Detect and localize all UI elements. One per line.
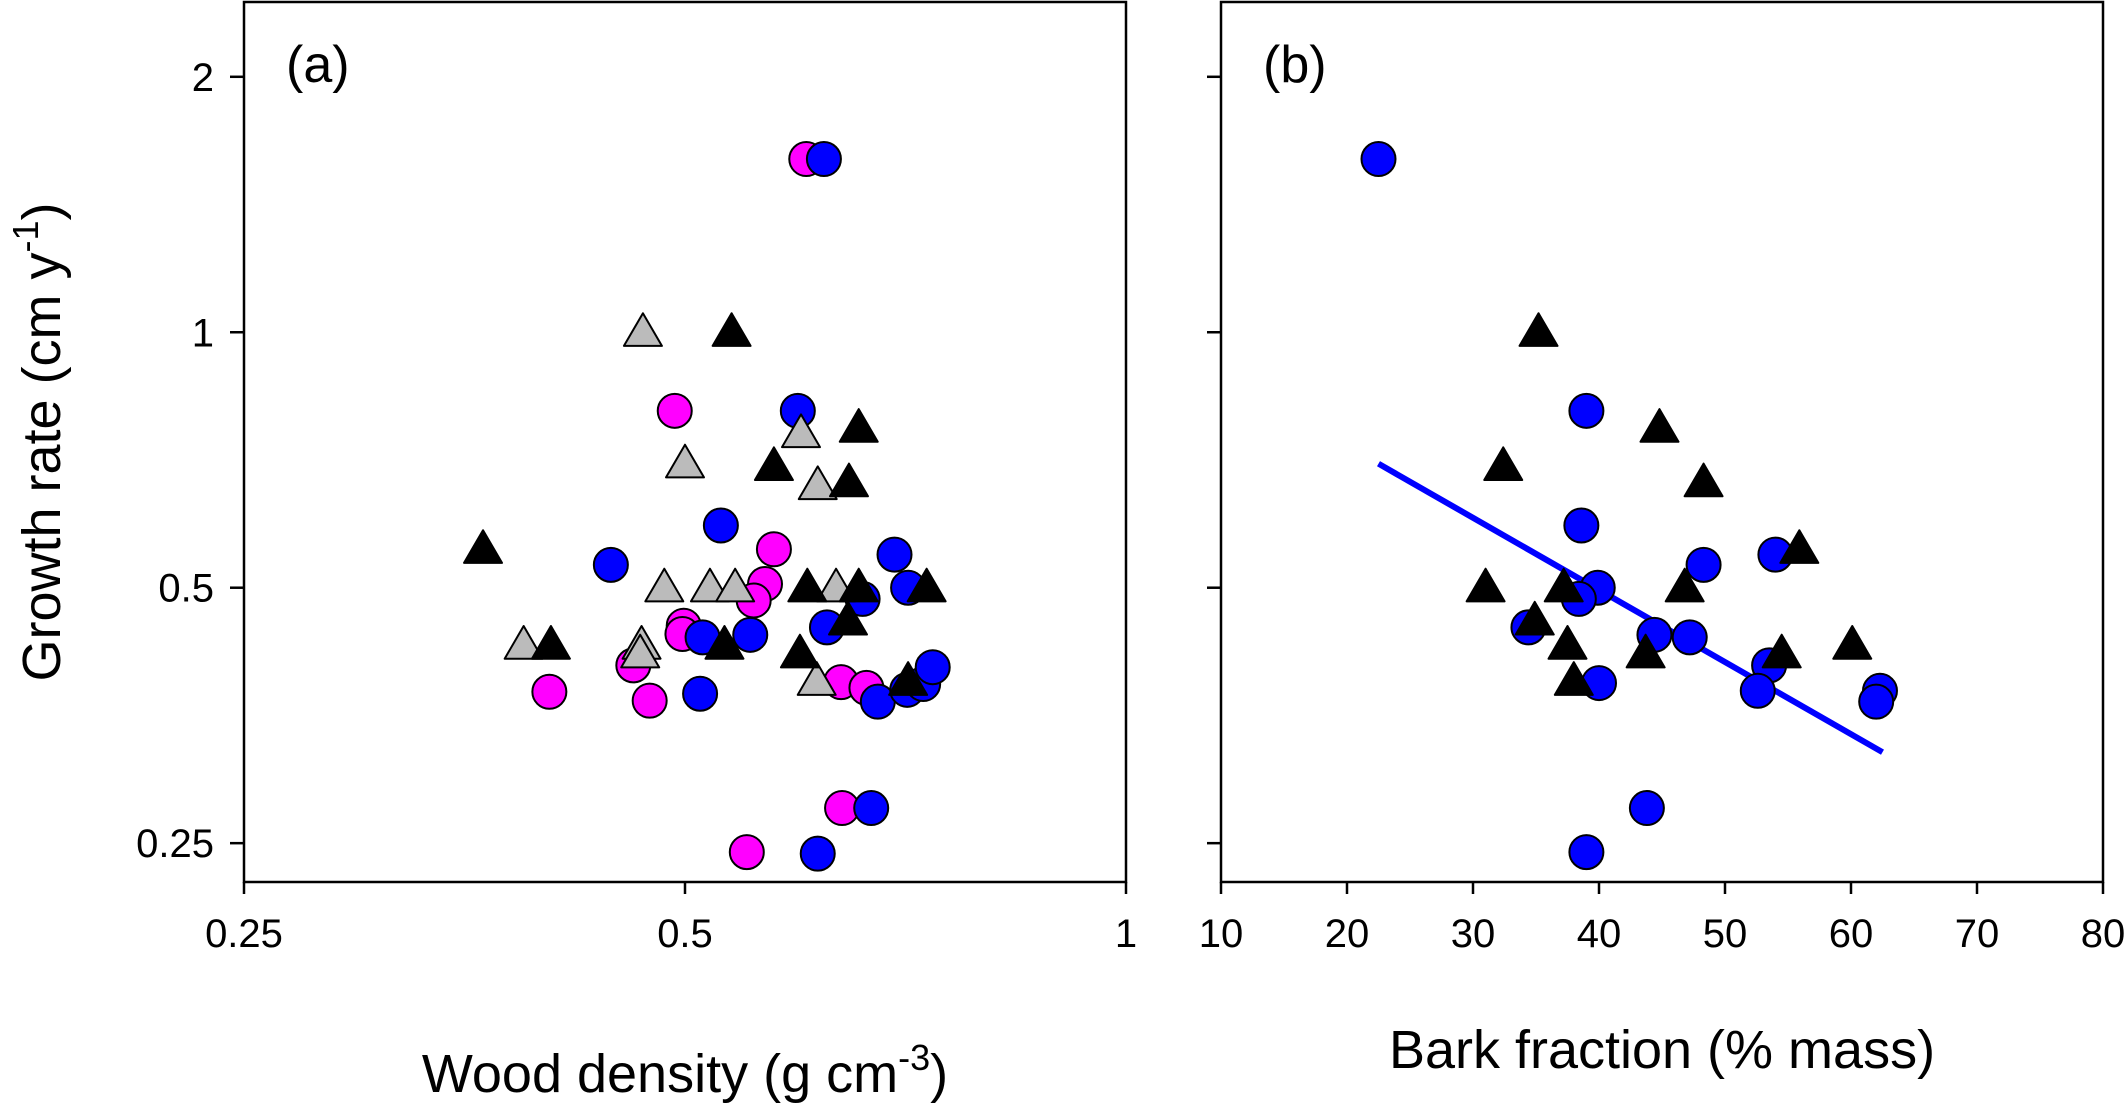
circle-point: [1568, 834, 1605, 871]
triangle-point: [1518, 312, 1559, 347]
x-tick-label: 80: [2081, 912, 2126, 956]
triangle-point: [665, 443, 705, 479]
x-tick-label: 70: [1955, 912, 2000, 956]
triangle-point: [1664, 567, 1705, 603]
triangle-point: [888, 661, 929, 696]
triangle-point: [838, 567, 879, 603]
panel-b-fit-line-group: [1377, 461, 1884, 755]
panel-b-bark-fraction: (b) 10 20 30 40 50 60 70 80 Bark fraction (% ma…: [1199, 0, 2126, 1080]
triangle-point: [689, 567, 730, 603]
triangle-point: [620, 633, 661, 669]
x-tick-label: 40: [1577, 912, 1622, 956]
triangle-point: [838, 408, 879, 443]
triangle-point: [779, 633, 820, 669]
circle-point: [1685, 546, 1722, 583]
triangle-point: [1761, 633, 1802, 669]
y-tick-label: 0.25: [136, 822, 214, 866]
triangle-point: [463, 529, 504, 564]
triangle-point: [906, 567, 947, 603]
circle-point: [728, 834, 765, 871]
regression-line: [1377, 461, 1884, 755]
triangle-point: [622, 312, 663, 347]
circle-point: [799, 835, 836, 872]
triangle-point: [1553, 661, 1594, 696]
circle-point: [1568, 392, 1605, 429]
triangle-point: [1514, 600, 1555, 636]
y-tick-label: 0.5: [158, 567, 214, 611]
triangle-point: [711, 312, 752, 347]
triangle-point: [1465, 567, 1506, 603]
panel-a-x-ticks: 0.25 0.5 1: [205, 882, 1137, 956]
circle-point: [1739, 672, 1776, 709]
panel-b-x-ticks: 10 20 30 40 50 60 70 80: [1199, 882, 2126, 956]
circle-point: [1628, 790, 1665, 827]
circle-point: [755, 531, 792, 568]
panel-a-y-ticks: 0.25 0.5 1 2: [136, 56, 244, 866]
triangle-point: [796, 661, 837, 696]
circle-point: [631, 682, 668, 719]
panel-b-frame: [1219, 0, 2105, 884]
panel-b-x-axis-title: Bark fraction (% mass): [1389, 1020, 1935, 1080]
circle-point: [656, 392, 693, 429]
triangle-point: [797, 465, 838, 501]
triangle-point: [1543, 567, 1584, 603]
x-tick-label: 20: [1325, 912, 1370, 956]
panel-a-wood-density: (a) 0.25 0.5 1 0.25 0.5 1 2 Wood density (g c…: [5, 0, 1137, 1104]
panel-a-frame: [242, 0, 1128, 884]
circle-point: [1563, 507, 1600, 544]
triangle-point: [1683, 462, 1724, 498]
circle-point: [914, 649, 951, 686]
panel-a-y-axis-title: Growth rate (cm y-1): [5, 202, 72, 681]
triangle-point: [1779, 529, 1820, 564]
circle-point: [682, 675, 719, 712]
x-tick-label: 10: [1199, 912, 1244, 956]
circle-point: [805, 141, 842, 178]
triangle-point: [780, 413, 821, 449]
triangle-point: [828, 462, 869, 498]
circle-point: [1360, 141, 1397, 178]
circle-point: [531, 673, 568, 710]
x-tick-label: 60: [1829, 912, 1874, 956]
circle-point: [1671, 619, 1708, 656]
triangle-point: [530, 625, 571, 660]
circle-point: [732, 616, 769, 653]
triangle-point: [1625, 633, 1666, 669]
x-tick-label: 30: [1451, 912, 1496, 956]
y-tick-label: 2: [192, 56, 214, 100]
x-tick-label: 1: [1115, 912, 1137, 956]
panel-a-x-axis-title: Wood density (g cm-3): [422, 1037, 948, 1104]
triangle-point: [1547, 625, 1588, 660]
panel-b-label: (b): [1263, 36, 1327, 94]
triangle-point: [715, 567, 756, 603]
triangle-point: [503, 625, 544, 660]
circle-point: [853, 790, 890, 827]
panel-a-label: (a): [286, 36, 350, 94]
x-tick-label: 50: [1703, 912, 1748, 956]
x-tick-label: 0.5: [657, 912, 713, 956]
circle-point: [876, 536, 913, 573]
panel-a-points: [463, 141, 951, 872]
y-tick-label: 1: [192, 311, 214, 355]
circle-point: [592, 546, 629, 583]
triangle-point: [644, 567, 685, 603]
circle-point: [1858, 683, 1895, 720]
triangle-point: [753, 446, 794, 482]
triangle-point: [787, 567, 828, 603]
panel-b-y-ticks: [1207, 75, 1221, 845]
triangle-point: [1639, 408, 1680, 443]
x-tick-label: 0.25: [205, 912, 283, 956]
triangle-point: [1832, 625, 1873, 660]
panel-b-points: [1360, 141, 1898, 871]
triangle-point: [827, 600, 868, 636]
triangle-point: [704, 625, 745, 660]
circle-point: [702, 507, 739, 544]
triangle-point: [1483, 446, 1524, 482]
